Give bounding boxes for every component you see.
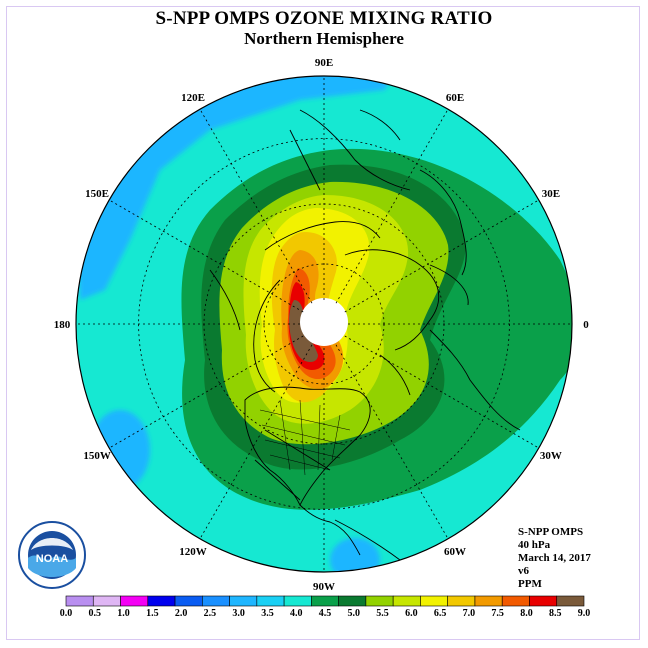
colorbar-tick-label: 9.0 — [577, 608, 591, 619]
colorbar-swatch — [283, 595, 312, 607]
info-date: March 14, 2017 — [518, 552, 591, 564]
longitude-label: 90E — [315, 57, 333, 69]
longitude-label: 90W — [313, 581, 335, 593]
colorbar-swatch — [447, 595, 476, 607]
longitude-label: 30E — [542, 188, 560, 200]
colorbar-swatch — [202, 595, 230, 607]
colorbar-tick-label: 0.5 — [88, 608, 102, 619]
colorbar-tick-label: 1.0 — [117, 608, 130, 619]
colorbar-tick-label: 2.0 — [174, 608, 188, 619]
colorbar-tick-label: 7.5 — [491, 608, 504, 619]
colorbar-tick-label: 4.5 — [318, 608, 332, 619]
meridian-line — [335, 109, 449, 304]
meridian-line — [344, 335, 539, 449]
colorbar-swatch — [147, 595, 176, 607]
longitude-label: 120W — [179, 546, 207, 558]
colorbar-swatch — [501, 595, 530, 607]
colorbar-tick-label: 7.0 — [462, 608, 476, 619]
meridian-line — [109, 199, 304, 313]
longitude-label: 180 — [54, 319, 71, 331]
longitude-label: 30W — [540, 450, 562, 462]
colorbar-tick-label: 0.0 — [59, 608, 73, 619]
longitude-label: 0 — [583, 319, 589, 331]
colorbar-swatch — [120, 595, 149, 607]
info-level: 40 hPa — [518, 539, 551, 551]
colorbar-tick-label: 6.5 — [433, 608, 447, 619]
colorbar-tick-label: 4.0 — [289, 608, 303, 619]
colorbar-tick-label: 8.5 — [548, 608, 562, 619]
graticule — [76, 76, 572, 572]
meridian-line — [344, 199, 539, 313]
map-subtitle: Northern Hemisphere — [244, 29, 404, 48]
meridian-line — [335, 344, 449, 539]
longitude-label: 150E — [85, 188, 109, 200]
colorbar-swatch — [92, 595, 121, 607]
colorbar-swatch — [174, 595, 203, 607]
colorbar-tick-label: 6.0 — [405, 608, 418, 619]
logo-text: NOAA — [36, 553, 68, 565]
colorbar-tick-label: 5.5 — [376, 608, 389, 619]
colorbar-tick-label: 2.5 — [203, 608, 217, 619]
map-title: S-NPP OMPS OZONE MIXING RATIO — [155, 8, 493, 29]
colorbar-swatch — [311, 595, 339, 607]
page-frame — [6, 6, 640, 640]
colorbar-swatch — [338, 595, 367, 607]
colorbar-swatch — [529, 595, 558, 607]
colorbar-tick-label: 8.0 — [520, 608, 533, 619]
meridian-line — [199, 109, 313, 304]
colorbar — [65, 595, 585, 607]
colorbar-tick-label: 5.0 — [347, 608, 361, 619]
info-instrument: S-NPP OMPS — [518, 526, 584, 538]
colorbar-tick-label: 3.0 — [232, 608, 245, 619]
colorbar-swatch — [420, 595, 448, 607]
colorbar-swatch — [256, 595, 285, 607]
colorbar-swatch — [556, 595, 585, 607]
colorbar-tick-label: 3.5 — [261, 608, 274, 619]
longitude-label: 150W — [83, 450, 111, 462]
meridian-line — [109, 335, 304, 449]
meridian-line — [199, 344, 313, 539]
map-boundary — [75, 75, 573, 573]
info-version: v6 — [518, 565, 529, 577]
colorbar-swatch — [365, 595, 394, 607]
colorbar-swatch — [392, 595, 421, 607]
ozone-field — [76, 76, 572, 572]
noaa-logo: NOAA — [18, 521, 86, 589]
colorbar-tick-label: 1.5 — [146, 608, 159, 619]
longitude-label: 60E — [446, 92, 464, 104]
colorbar-swatch — [65, 595, 94, 607]
colorbar-swatch — [229, 595, 258, 607]
political-boundaries — [259, 399, 351, 476]
coastlines — [209, 109, 521, 572]
longitude-labels: 90E 120E 60E 150E 30E 180 0 150W 30W 120W 60W 90W — [54, 57, 590, 593]
colorbar-swatch — [474, 595, 503, 607]
longitude-label: 60W — [444, 546, 466, 558]
longitude-label: 120E — [181, 92, 205, 104]
info-units: PPM — [518, 578, 542, 590]
